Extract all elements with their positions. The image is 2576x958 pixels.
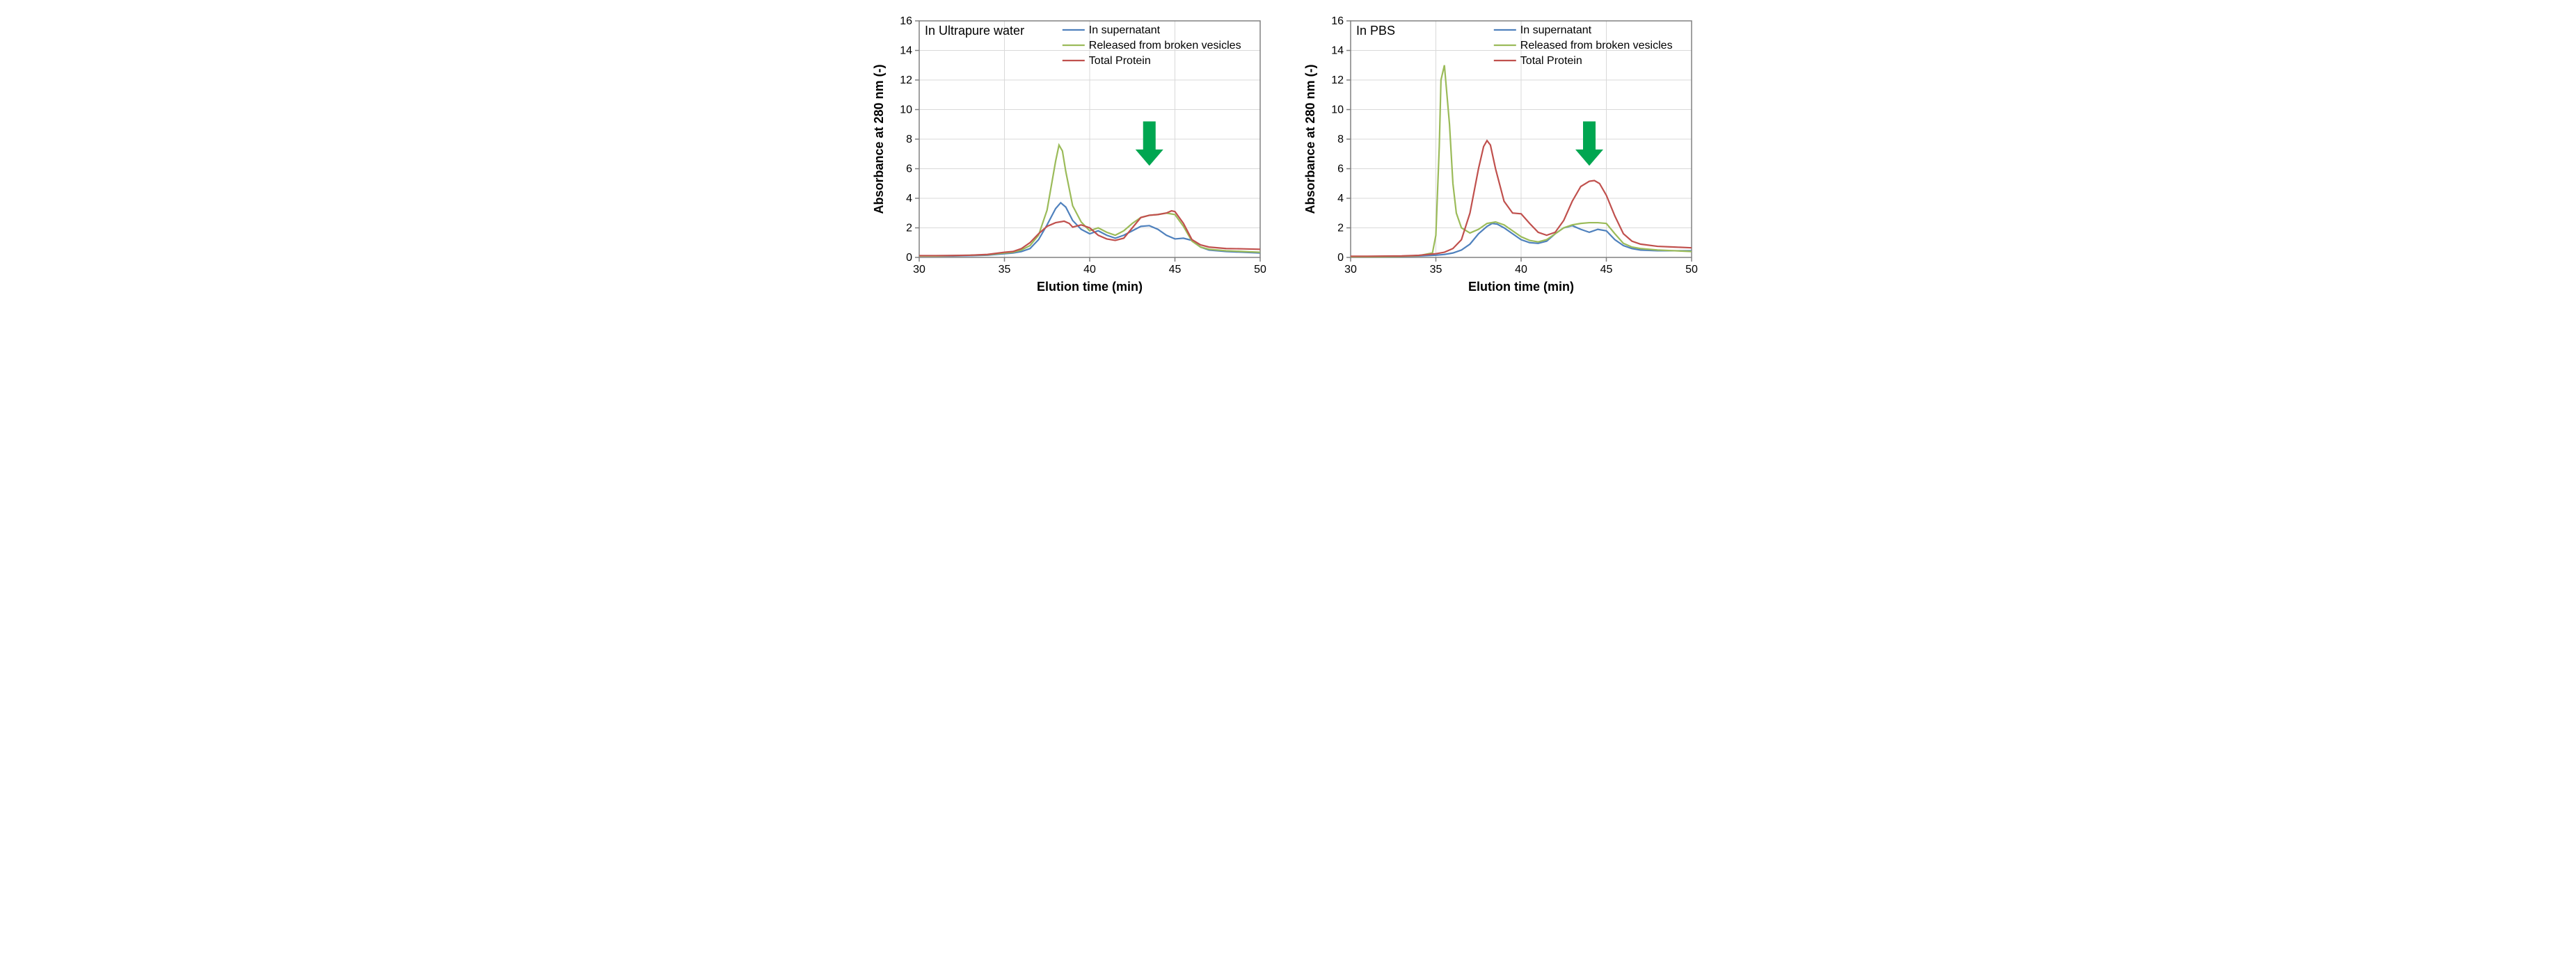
ytick-label: 12 <box>900 74 912 86</box>
xtick-label: 30 <box>1344 264 1357 276</box>
xtick-label: 45 <box>1600 264 1613 276</box>
xtick-label: 40 <box>1083 264 1096 276</box>
x-axis-label: Elution time (min) <box>1468 280 1574 294</box>
panel-title: In Ultrapure water <box>925 24 1024 38</box>
xtick-label: 50 <box>1685 264 1698 276</box>
ytick-label: 0 <box>1337 252 1344 264</box>
ytick-label: 16 <box>900 15 912 27</box>
ytick-label: 14 <box>1331 45 1344 57</box>
ytick-label: 14 <box>900 45 912 57</box>
xtick-label: 45 <box>1169 264 1182 276</box>
legend-label: Total Protein <box>1520 55 1582 67</box>
ytick-label: 10 <box>1331 104 1344 116</box>
legend-label: Released from broken vesicles <box>1089 40 1241 51</box>
legend-label: In supernatant <box>1089 24 1161 36</box>
ytick-label: 8 <box>1337 134 1344 145</box>
ytick-label: 6 <box>906 163 912 175</box>
panel-title: In PBS <box>1356 24 1395 38</box>
y-axis-label: Absorbance at 280 nm (-) <box>872 64 886 214</box>
ytick-label: 8 <box>906 134 912 145</box>
chart-panel-pbs: 0 2 4 6 8 10 12 14 16 30 35 40 45 50 In PBS In supernat… <box>1302 7 1706 299</box>
ytick-label: 16 <box>1331 15 1344 27</box>
x-axis-label: Elution time (min) <box>1037 280 1143 294</box>
chart-svg: 0 2 4 6 8 10 12 14 16 30 35 40 45 50 In Ultrapure wate… <box>870 7 1274 299</box>
chart-svg: 0 2 4 6 8 10 12 14 16 30 35 40 45 50 In PBS In supernat… <box>1302 7 1706 299</box>
legend-label: Released from broken vesicles <box>1520 40 1673 51</box>
xtick-label: 35 <box>1430 264 1442 276</box>
ytick-label: 12 <box>1331 74 1344 86</box>
xtick-label: 35 <box>999 264 1011 276</box>
xtick-label: 50 <box>1254 264 1266 276</box>
ytick-label: 6 <box>1337 163 1344 175</box>
ytick-label: 4 <box>906 193 912 205</box>
y-axis-label: Absorbance at 280 nm (-) <box>1303 64 1317 214</box>
legend-label: In supernatant <box>1520 24 1592 36</box>
legend-label: Total Protein <box>1089 55 1151 67</box>
ytick-label: 2 <box>1337 223 1344 234</box>
ytick-label: 4 <box>1337 193 1344 205</box>
ytick-label: 0 <box>906 252 912 264</box>
ytick-label: 2 <box>906 223 912 234</box>
xtick-label: 40 <box>1515 264 1527 276</box>
xtick-label: 30 <box>913 264 925 276</box>
ytick-label: 10 <box>900 104 912 116</box>
chart-panel-ultrapure: 0 2 4 6 8 10 12 14 16 30 35 40 45 50 In Ultrapure wate… <box>870 7 1274 299</box>
